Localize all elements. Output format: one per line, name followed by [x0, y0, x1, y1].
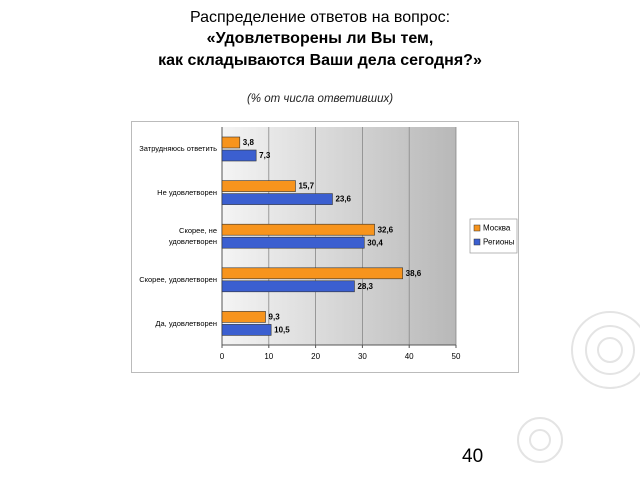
value-label: 10,5 [274, 326, 290, 335]
bar [221, 311, 266, 323]
value-label: 3,8 [243, 138, 255, 147]
x-tick-label: 50 [452, 352, 461, 361]
title-line: «Удовлетворены ли Вы тем, [206, 30, 434, 47]
legend-label: Регионы [483, 238, 515, 247]
value-label: 7,3 [259, 151, 271, 160]
value-label: 15,7 [298, 182, 314, 191]
chart-svg: 0 10 20 30 40 50 3,8 7,3 15,7 23,6 32,6 30,4 38,6 28,… [131, 121, 519, 373]
plot-area [222, 127, 456, 345]
x-tick-label: 20 [311, 352, 320, 361]
bar [221, 267, 403, 280]
chart: 0 10 20 30 40 50 3,8 7,3 15,7 23,6 32,6 30,4 38,6 28,… [131, 121, 519, 373]
value-label: 32,6 [378, 225, 394, 234]
legend-box [469, 218, 518, 254]
bar [221, 180, 296, 192]
y-tick-label: Да, удовлетворен [155, 318, 217, 328]
x-tick-label: 10 [264, 352, 273, 361]
bar [221, 223, 375, 236]
legend-swatch [473, 224, 481, 232]
y-tick-label: Скорее, не удовлетворен [168, 226, 217, 246]
value-label: 38,6 [406, 269, 422, 278]
subtitle: (% от числа ответивших) [246, 93, 394, 105]
page-number: 40 [462, 446, 484, 467]
x-tick-label: 0 [220, 352, 225, 361]
bar [221, 193, 333, 205]
x-tick-label: 30 [358, 352, 367, 361]
title-line: Распределение ответов на вопрос: [189, 9, 451, 26]
bar [221, 280, 355, 293]
x-tick-label: 40 [405, 352, 414, 361]
bar [221, 236, 365, 249]
y-tick-label: Затрудняюсь ответить [139, 144, 217, 154]
legend-label: Москва [483, 224, 511, 233]
value-label: 23,6 [335, 195, 351, 204]
bar [221, 149, 257, 162]
value-label: 9,3 [269, 313, 281, 322]
bar [221, 136, 241, 149]
y-tick-label: Не удовлетворен [157, 187, 217, 197]
legend-swatch [473, 238, 481, 246]
value-label: 30,4 [367, 238, 383, 247]
value-label: 28,3 [357, 282, 373, 291]
bar [221, 324, 272, 336]
y-tick-label: Скорее, удовлетворен [139, 275, 217, 285]
title-line: как складываются Ваши дела сегодня?» [158, 52, 482, 69]
